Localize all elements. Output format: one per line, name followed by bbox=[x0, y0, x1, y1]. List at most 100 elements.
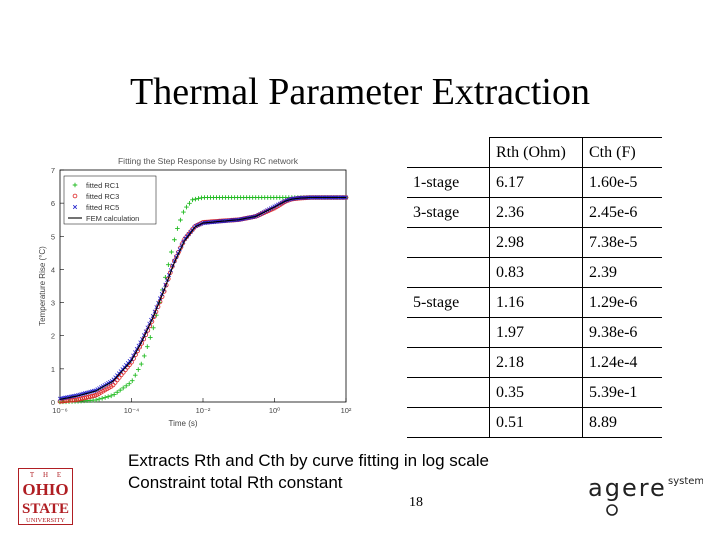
table-row: 1.97 9.38e-6 bbox=[407, 317, 662, 348]
x-tick-label: 10² bbox=[341, 406, 352, 415]
data-point bbox=[92, 393, 98, 398]
x-tick-label: 10⁰ bbox=[269, 406, 280, 415]
data-point bbox=[76, 397, 81, 402]
x-tick-label: 10⁻⁴ bbox=[124, 406, 140, 415]
table-row: 3-stage 2.36 2.45e-6 bbox=[407, 197, 662, 228]
y-tick-label: 5 bbox=[51, 232, 55, 241]
table-row: 1-stage 6.17 1.60e-5 bbox=[407, 167, 662, 198]
data-point bbox=[102, 395, 108, 400]
x-tick-label: 10⁻⁶ bbox=[52, 406, 67, 415]
step-response-chart: Fitting the Step Response by Using RC ne… bbox=[38, 156, 352, 428]
data-point bbox=[72, 193, 78, 199]
stage-label bbox=[407, 407, 490, 438]
data-point bbox=[88, 394, 93, 399]
cth-value: 1.29e-6 bbox=[582, 287, 662, 318]
data-point bbox=[135, 367, 141, 372]
table-header-cth: Cth (F) bbox=[582, 137, 662, 168]
data-point bbox=[123, 383, 129, 389]
rth-value: 0.35 bbox=[489, 377, 583, 408]
cth-value: 2.45e-6 bbox=[582, 197, 662, 228]
table-row: 5-stage 1.16 1.29e-6 bbox=[407, 287, 662, 318]
data-point bbox=[178, 217, 183, 223]
data-point bbox=[190, 197, 195, 203]
agere-systems-logo: agere systems bbox=[588, 474, 703, 516]
y-tick-label: 0 bbox=[51, 398, 55, 407]
cth-value: 2.39 bbox=[582, 257, 662, 288]
logo-letter: H bbox=[43, 471, 48, 479]
slide-title: Thermal Parameter Extraction bbox=[129, 71, 590, 113]
legend-label: FEM calculation bbox=[86, 214, 139, 223]
data-point bbox=[111, 392, 117, 397]
chart-title: Fitting the Step Response by Using RC ne… bbox=[118, 156, 299, 166]
data-point bbox=[151, 325, 156, 331]
legend-label: fitted RC3 bbox=[86, 192, 119, 201]
y-tick-label: 3 bbox=[51, 299, 55, 308]
rc-parameter-table: Rth (Ohm) Cth (F) 1-stage 6.17 1.60e-5 3… bbox=[407, 137, 662, 438]
agere-tagline: systems bbox=[668, 476, 703, 487]
rth-value: 6.17 bbox=[489, 167, 583, 198]
table-row: 2.18 1.24e-4 bbox=[407, 347, 662, 378]
y-tick-label: 6 bbox=[51, 199, 55, 208]
data-point bbox=[105, 394, 111, 399]
cth-value: 8.89 bbox=[582, 407, 662, 438]
data-point bbox=[141, 353, 147, 359]
stage-label bbox=[407, 347, 490, 378]
y-tick-label: 1 bbox=[51, 365, 55, 374]
note-line: Constraint total Rth constant bbox=[128, 473, 343, 492]
data-point bbox=[117, 387, 123, 393]
data-point bbox=[99, 395, 105, 401]
y-axis-label: Temperature Rise (°C) bbox=[38, 246, 47, 326]
cth-value: 7.38e-5 bbox=[582, 227, 662, 258]
data-point bbox=[196, 196, 201, 201]
table-header-cell bbox=[407, 137, 490, 168]
data-point bbox=[184, 204, 189, 210]
data-point bbox=[108, 393, 114, 399]
x-axis-label: Time (s) bbox=[168, 419, 197, 428]
stage-label: 3-stage bbox=[407, 197, 490, 228]
table-row: 0.51 8.89 bbox=[407, 407, 662, 438]
data-point bbox=[96, 396, 102, 402]
y-tick-label: 7 bbox=[51, 166, 55, 175]
slide-number: 18 bbox=[409, 495, 423, 510]
table-row: 0.35 5.39e-1 bbox=[407, 377, 662, 408]
agere-wordmark: agere bbox=[588, 474, 667, 502]
data-point bbox=[132, 372, 138, 378]
rth-value: 0.83 bbox=[489, 257, 583, 288]
data-point bbox=[138, 361, 144, 367]
stage-label: 5-stage bbox=[407, 287, 490, 318]
cth-value: 1.24e-4 bbox=[582, 347, 662, 378]
data-point bbox=[145, 344, 150, 349]
data-point bbox=[193, 196, 198, 202]
data-point bbox=[93, 397, 99, 403]
rth-value: 1.16 bbox=[489, 287, 583, 318]
stage-label bbox=[407, 377, 490, 408]
logo-word: OHIO bbox=[22, 480, 68, 499]
logo-word: UNIVERSITY bbox=[26, 517, 65, 524]
stage-label bbox=[407, 227, 490, 258]
data-point bbox=[90, 393, 95, 399]
y-tick-label: 2 bbox=[51, 332, 55, 341]
x-tick-label: 10⁻² bbox=[196, 406, 211, 415]
data-point bbox=[78, 396, 83, 402]
data-point bbox=[187, 201, 192, 206]
data-point bbox=[74, 397, 79, 403]
slide-notes: Extracts Rth and Cth by curve fitting in… bbox=[128, 450, 489, 494]
note-line: Extracts Rth and Cth by curve fitting in… bbox=[128, 451, 489, 470]
data-point bbox=[120, 385, 126, 391]
data-point bbox=[114, 389, 120, 395]
data-point bbox=[169, 249, 174, 255]
table-header-rth: Rth (Ohm) bbox=[489, 137, 583, 168]
data-point bbox=[175, 226, 180, 231]
rth-value: 0.51 bbox=[489, 407, 583, 438]
data-point bbox=[72, 204, 78, 210]
data-point bbox=[129, 378, 135, 384]
data-point bbox=[72, 182, 78, 188]
stage-label bbox=[407, 257, 490, 288]
logo-letter: E bbox=[57, 471, 61, 479]
data-point bbox=[80, 396, 85, 401]
data-point bbox=[148, 335, 153, 340]
table-header-row: Rth (Ohm) Cth (F) bbox=[407, 137, 662, 168]
ohio-state-logo: T H E OHIO STATE UNIVERSITY bbox=[18, 468, 73, 525]
stage-label bbox=[407, 317, 490, 348]
table-row: 2.98 7.38e-5 bbox=[407, 227, 662, 258]
